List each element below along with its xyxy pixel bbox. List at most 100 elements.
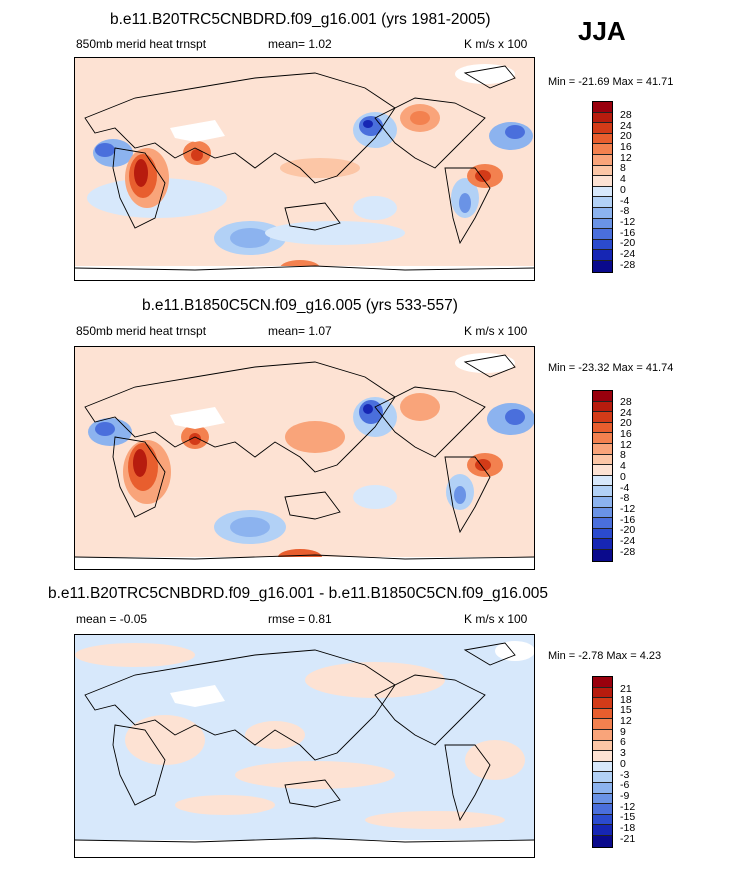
- panel-2-colorbar-labels: 28 24 20 16 12 8 4 0 -4 -8 -12 -16 -20 -24 -28: [620, 397, 635, 557]
- colorbar-label: -20: [620, 237, 636, 250]
- colorbar-box: [593, 250, 612, 261]
- colorbar-box: [593, 433, 612, 444]
- colorbar-label: 28: [620, 109, 632, 121]
- colorbar-label: 0: [620, 470, 626, 483]
- colorbar-box: [593, 176, 612, 187]
- colorbar-label: -12: [620, 215, 636, 228]
- colorbar-label: -20: [620, 524, 636, 537]
- colorbar-box: [593, 207, 612, 219]
- panel-1-title: b.e11.B20TRC5CNBDRD.f09_g16.001 (yrs 198…: [110, 11, 491, 28]
- colorbar-label: 21: [620, 683, 632, 695]
- colorbar-box: [593, 549, 612, 561]
- colorbar-box: [593, 102, 612, 113]
- colorbar-label: 8: [620, 449, 626, 462]
- colorbar-box: [593, 465, 612, 476]
- colorbar-box: [593, 782, 612, 794]
- colorbar-label: 4: [620, 460, 626, 473]
- colorbar-label: -12: [620, 800, 636, 813]
- colorbar-box: [593, 772, 612, 783]
- colorbar-label: -4: [620, 481, 630, 494]
- colorbar-box: [593, 112, 612, 124]
- colorbar-box: [593, 825, 612, 836]
- colorbar-box: [593, 496, 612, 508]
- colorbar-label: -6: [620, 779, 630, 792]
- panel-1-map: [74, 57, 535, 281]
- panel-3-mean-label: mean = -0.05: [76, 612, 148, 626]
- colorbar-label: 15: [620, 704, 632, 717]
- colorbar-box: [593, 229, 612, 240]
- panel-2-colorbar: [592, 390, 613, 562]
- colorbar-box: [593, 687, 612, 699]
- panel-1-field: [75, 58, 534, 280]
- panel-3-colorbar-labels: 21 18 15 12 9 6 3 0 -3 -6 -9 -12 -15 -18 -21: [620, 684, 635, 844]
- colorbar-label: 20: [620, 417, 632, 430]
- panel-2-variable-label: 850mb merid heat trnspt: [76, 324, 207, 338]
- colorbar-box: [593, 719, 612, 730]
- colorbar-label: -21: [620, 832, 636, 845]
- panel-1-colorbar-labels: 28 24 20 16 12 8 4 0 -4 -8 -12 -16 -20 -24 -28: [620, 110, 635, 270]
- colorbar-label: -16: [620, 226, 636, 239]
- colorbar-label: 28: [620, 396, 632, 408]
- panel-3-map: [74, 634, 535, 858]
- panel-1-variable-label: 850mb merid heat trnspt: [76, 37, 207, 51]
- colorbar-label: 9: [620, 725, 626, 738]
- colorbar-box: [593, 486, 612, 497]
- colorbar-box: [593, 814, 612, 826]
- panel-1-minmax: Min = -21.69 Max = 41.71: [548, 76, 674, 88]
- colorbar-label: 8: [620, 162, 626, 175]
- colorbar-label: 18: [620, 693, 632, 706]
- colorbar-label: -8: [620, 205, 630, 218]
- colorbar-box: [593, 761, 612, 773]
- colorbar-box: [593, 507, 612, 519]
- colorbar-label: -24: [620, 247, 636, 260]
- panel-3-field: [75, 635, 534, 857]
- panel-1-colorbar: [592, 101, 613, 273]
- colorbar-label: 3: [620, 747, 626, 760]
- panel-2-units-label: K m/s x 100: [464, 324, 528, 338]
- colorbar-label: 16: [620, 141, 632, 154]
- season-label: JJA: [578, 16, 626, 46]
- colorbar-box: [593, 422, 612, 434]
- colorbar-label: -3: [620, 768, 630, 781]
- panel-3-title: b.e11.B20TRC5CNBDRD.f09_g16.001 - b.e11.…: [48, 585, 549, 602]
- colorbar-box: [593, 197, 612, 208]
- panel-3-rmse-label: rmse = 0.81: [268, 612, 332, 626]
- colorbar-label: -16: [620, 513, 636, 526]
- colorbar-box: [593, 260, 612, 272]
- panel-2-minmax: Min = -23.32 Max = 41.74: [548, 362, 674, 374]
- colorbar-label: -8: [620, 492, 630, 505]
- colorbar-label: 12: [620, 715, 632, 728]
- colorbar-box: [593, 518, 612, 529]
- panel-2-map: [74, 346, 535, 570]
- colorbar-label: -15: [620, 811, 636, 824]
- panel-3-colorbar: [592, 676, 613, 848]
- panel-1-mean-label: mean= 1.02: [268, 37, 332, 51]
- colorbar-label: -18: [620, 821, 636, 834]
- colorbar-box: [593, 123, 612, 134]
- panel-2-mean-label: mean= 1.07: [268, 324, 332, 338]
- colorbar-label: 20: [620, 130, 632, 143]
- colorbar-box: [593, 218, 612, 230]
- panel-3-units-label: K m/s x 100: [464, 612, 528, 626]
- colorbar-box: [593, 144, 612, 155]
- colorbar-box: [593, 165, 612, 177]
- colorbar-label: -28: [620, 258, 636, 271]
- colorbar-box: [593, 454, 612, 466]
- colorbar-box: [593, 133, 612, 145]
- colorbar-box: [593, 835, 612, 847]
- colorbar-box: [593, 391, 612, 402]
- colorbar-label: 4: [620, 173, 626, 186]
- colorbar-label: -4: [620, 194, 630, 207]
- colorbar-box: [593, 729, 612, 741]
- colorbar-box: [593, 239, 612, 251]
- colorbar-label: 24: [620, 119, 632, 132]
- colorbar-label: 12: [620, 151, 632, 164]
- colorbar-label: -12: [620, 502, 636, 515]
- panel-3-minmax: Min = -2.78 Max = 4.23: [548, 650, 662, 662]
- colorbar-label: 24: [620, 406, 632, 419]
- colorbar-box: [593, 539, 612, 550]
- panel-2-title: b.e11.B1850C5CN.f09_g16.005 (yrs 533-557…: [142, 297, 458, 314]
- colorbar-label: 6: [620, 736, 626, 749]
- panel-1-units-label: K m/s x 100: [464, 37, 528, 51]
- colorbar-box: [593, 186, 612, 198]
